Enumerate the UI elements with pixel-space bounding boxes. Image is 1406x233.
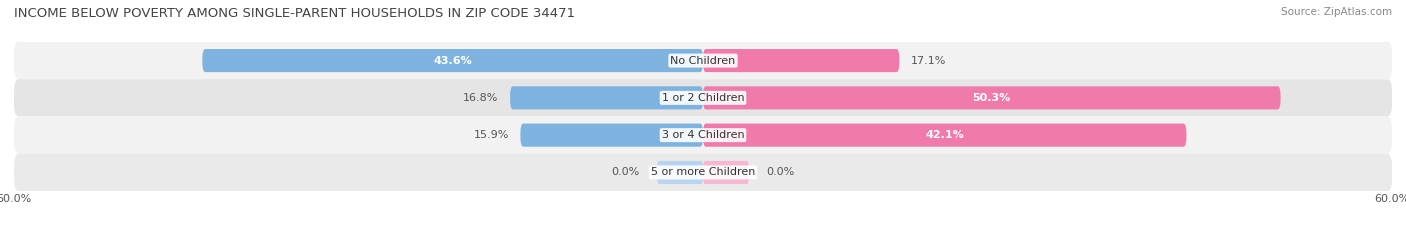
Text: 5 or more Children: 5 or more Children bbox=[651, 168, 755, 177]
FancyBboxPatch shape bbox=[703, 123, 1187, 147]
Text: Source: ZipAtlas.com: Source: ZipAtlas.com bbox=[1281, 7, 1392, 17]
Text: 16.8%: 16.8% bbox=[463, 93, 499, 103]
FancyBboxPatch shape bbox=[14, 79, 1392, 116]
FancyBboxPatch shape bbox=[703, 161, 749, 184]
FancyBboxPatch shape bbox=[510, 86, 703, 110]
Text: 0.0%: 0.0% bbox=[766, 168, 794, 177]
Text: 43.6%: 43.6% bbox=[433, 56, 472, 65]
FancyBboxPatch shape bbox=[657, 161, 703, 184]
Text: 15.9%: 15.9% bbox=[474, 130, 509, 140]
FancyBboxPatch shape bbox=[14, 154, 1392, 191]
Text: 17.1%: 17.1% bbox=[911, 56, 946, 65]
FancyBboxPatch shape bbox=[520, 123, 703, 147]
FancyBboxPatch shape bbox=[14, 42, 1392, 79]
Text: INCOME BELOW POVERTY AMONG SINGLE-PARENT HOUSEHOLDS IN ZIP CODE 34471: INCOME BELOW POVERTY AMONG SINGLE-PARENT… bbox=[14, 7, 575, 20]
Text: 1 or 2 Children: 1 or 2 Children bbox=[662, 93, 744, 103]
Text: 42.1%: 42.1% bbox=[925, 130, 965, 140]
Text: 0.0%: 0.0% bbox=[612, 168, 640, 177]
FancyBboxPatch shape bbox=[14, 116, 1392, 154]
FancyBboxPatch shape bbox=[703, 49, 900, 72]
Text: 3 or 4 Children: 3 or 4 Children bbox=[662, 130, 744, 140]
FancyBboxPatch shape bbox=[202, 49, 703, 72]
FancyBboxPatch shape bbox=[703, 86, 1281, 110]
Text: 50.3%: 50.3% bbox=[973, 93, 1011, 103]
Text: No Children: No Children bbox=[671, 56, 735, 65]
